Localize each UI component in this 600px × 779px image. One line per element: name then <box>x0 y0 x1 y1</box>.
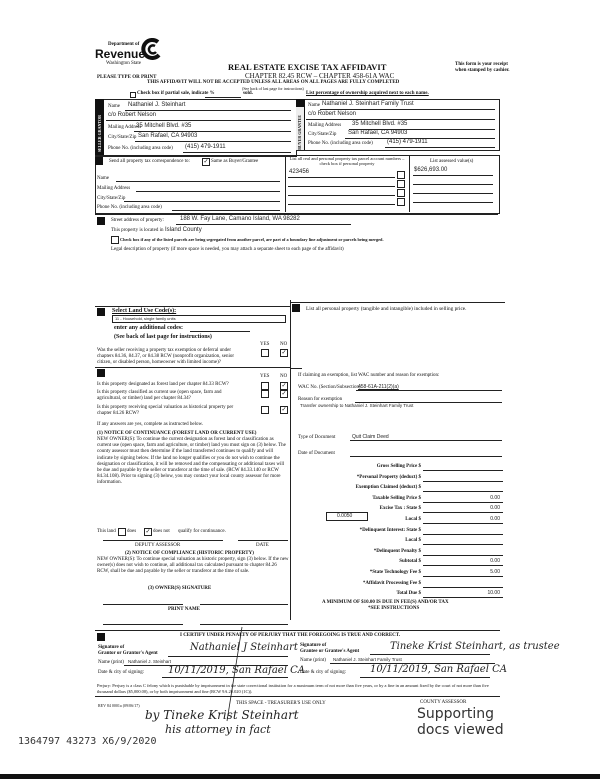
warning-text: THIS AFFIDAVIT WILL NOT BE ACCEPTED UNLE… <box>147 80 400 85</box>
personal-property-checkbox[interactable] <box>397 180 405 188</box>
fee-label: Local $ <box>405 517 421 522</box>
fee-value[interactable]: 10.00 <box>487 590 500 597</box>
tax-correspondence-section <box>95 155 500 214</box>
grantor-date-city[interactable]: 10/11/2019, San Rafael CA <box>168 665 305 676</box>
personal-property-checkbox[interactable] <box>397 198 405 206</box>
grantee-signature[interactable]: Tineke Krist Steinhart, as trustee <box>390 641 560 652</box>
buyer-address[interactable]: 35 Mitchell Blvd. #35 <box>352 121 408 127</box>
fee-label: *Personal Property (deduct) $ <box>356 474 421 480</box>
fee-label: *State Technology Fee $ <box>369 570 421 575</box>
fee-value[interactable]: 0.00 <box>490 505 500 512</box>
personal-property-checkbox[interactable] <box>397 171 405 179</box>
buyer-name-line2[interactable]: c/o Robert Nelson <box>308 111 357 117</box>
seller-city[interactable]: San Rafael, CA 94903 <box>138 133 198 139</box>
fee-label: *Affidavit Processing Fee $ <box>362 580 421 586</box>
grantor-print-name[interactable]: Nathaniel J. Steinhart <box>128 659 172 664</box>
grantor-signature[interactable]: Nathaniel J Steinhart <box>190 642 298 653</box>
section-1-marker <box>95 99 104 156</box>
grantee-date-city[interactable]: 10/11/2019, San Rafael CA <box>370 664 507 675</box>
local-rate-field[interactable]: 0.0050 <box>326 512 368 521</box>
signature-stroke <box>226 626 243 722</box>
fee-label: Local $ <box>405 538 421 544</box>
fee-label: Exemption Claimed (deduct) $ <box>355 485 421 491</box>
seller-name-line2[interactable]: c/o Robert Nelson <box>108 112 157 118</box>
historic-no-checkbox[interactable]: ✓ <box>280 406 288 414</box>
county[interactable]: Island County <box>165 227 202 233</box>
buyer-city[interactable]: San Rafael, CA 94903 <box>348 130 408 136</box>
attorney-by-line: by Tineke Krist Steinhart <box>145 708 299 722</box>
section-5-marker <box>97 308 105 316</box>
section-8-marker <box>97 633 105 641</box>
perjury-notice: Perjury: Perjury is a class C felony whi… <box>97 683 489 694</box>
section-3-marker <box>95 157 103 165</box>
assessed-value[interactable]: $626,693.00 <box>414 167 448 173</box>
section-7-marker <box>292 304 300 312</box>
seller-phone[interactable]: (415) 479-1911 <box>185 144 226 150</box>
forest-land-no-checkbox[interactable]: ✓ <box>280 382 288 390</box>
seller-name[interactable]: Nathaniel J. Steinhart <box>128 102 186 108</box>
wac-number[interactable]: 458-61A-211(2)(a) <box>358 384 399 390</box>
same-as-buyer-checkbox[interactable]: ✓ <box>202 158 210 166</box>
fee-label: Taxable Selling Price $ <box>372 495 421 501</box>
historic-yes-checkbox[interactable] <box>261 406 269 414</box>
scan-border <box>0 774 600 779</box>
exemption-no-checkbox[interactable]: ✓ <box>280 349 288 357</box>
personal-property-checkbox[interactable] <box>397 189 405 197</box>
document-type[interactable]: Quit Claim Deed <box>352 434 389 440</box>
land-use-code-select[interactable]: 11 - Household, single family units <box>112 315 286 323</box>
fee-label: Total Due $ <box>396 591 421 597</box>
assessor-stamp-line1: Supporting <box>417 706 494 722</box>
forest-land-yes-checkbox[interactable] <box>261 382 269 390</box>
column-divider <box>290 300 291 620</box>
fee-value[interactable]: 5.00 <box>490 569 500 575</box>
section-4-marker <box>97 217 105 225</box>
fee-label: Gross Selling Price $ <box>376 464 421 469</box>
chapter-line: CHAPTER 82.45 RCW – CHAPTER 458-61A WAC <box>245 72 395 80</box>
buyer-phone[interactable]: (415) 479-1911 <box>387 139 428 145</box>
buyer-name[interactable]: Nathaniel J. Steinhart Family Trust <box>322 101 414 107</box>
segregated-checkbox[interactable] <box>111 236 119 244</box>
current-use-no-checkbox[interactable]: ✓ <box>280 390 288 398</box>
revenue-logo-icon <box>141 38 161 60</box>
fee-label: *Delinquent Penalty $ <box>373 548 421 554</box>
fee-label: Excise Tax : State $ <box>379 506 421 512</box>
fee-label: Subtotal $ <box>399 559 421 565</box>
parcel-number[interactable]: 423456 <box>289 169 310 175</box>
fee-value[interactable]: 0.00 <box>490 516 500 522</box>
form-title: REAL ESTATE EXCISE TAX AFFIDAVIT <box>228 62 387 72</box>
partial-sale-checkbox[interactable] <box>130 92 136 98</box>
does-not-qualify-checkbox[interactable]: ✓ <box>144 528 152 536</box>
assessor-stamp-line2: docs viewed <box>417 722 504 738</box>
section-2-marker <box>296 99 305 150</box>
section-6-marker <box>97 369 105 377</box>
recording-stamp: 1364797 43273 X6/9/2020 <box>18 736 157 747</box>
street-address[interactable]: 188 W. Fay Lane, Camano Island, WA 98282 <box>180 216 300 222</box>
current-use-yes-checkbox[interactable] <box>261 390 269 398</box>
attorney-in-fact-note: his attorney in fact <box>165 723 271 736</box>
fee-label: *Delinquent Interest: State $ <box>359 527 421 533</box>
exemption-yes-checkbox[interactable] <box>261 349 269 357</box>
exemption-reason[interactable]: Transfer ownership to Nathaniel J. Stein… <box>300 403 414 408</box>
fee-value[interactable]: 0.00 <box>490 558 500 565</box>
fee-value[interactable]: 0.00 <box>490 494 500 501</box>
grantee-print-name[interactable]: Nathaniel J. Steinhart Family Trust <box>333 657 402 662</box>
seller-address[interactable]: 35 Mitchell Blvd. #35 <box>136 123 192 129</box>
does-qualify-checkbox[interactable] <box>118 528 126 536</box>
